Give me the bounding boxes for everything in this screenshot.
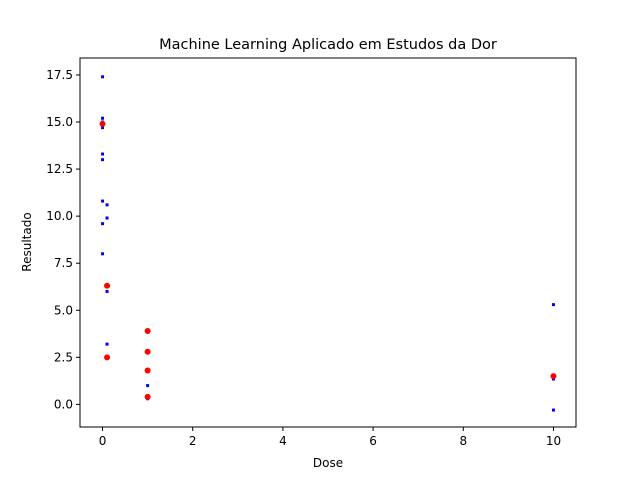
x-tick-label: 2 [189,434,197,448]
x-axis: 0 2 4 6 8 10 [99,427,561,448]
chart-title: Machine Learning Aplicado em Estudos da … [159,37,497,53]
data-point-circle [144,367,151,374]
data-point-square [101,252,105,256]
data-point-square [105,342,109,346]
axes-frame [79,57,577,428]
data-point-square [105,203,109,207]
data-point-square [101,199,105,203]
y-tick-label: 7.5 [54,256,73,270]
data-point-square [551,408,555,412]
x-tick-label: 4 [279,434,287,448]
data-point-square [101,222,105,226]
data-point-square [101,126,105,130]
data-point-square [551,303,555,307]
y-tick-label: 17.5 [46,68,73,82]
y-tick-label: 12.5 [46,162,73,176]
x-tick-label: 0 [99,434,107,448]
data-point-circle [104,282,111,289]
plot-area [99,75,557,412]
data-point-circle [144,348,151,355]
data-point-square [101,152,105,156]
y-tick-label: 0.0 [54,397,73,411]
y-tick-label: 5.0 [54,303,73,317]
y-tick-label: 10.0 [46,209,73,223]
x-axis-label: Dose [313,456,343,470]
data-point-square [105,289,109,293]
data-point-square [101,75,105,79]
y-axis-label: Resultado [20,212,34,271]
data-point-circle [104,354,111,361]
x-tick-label: 6 [369,434,377,448]
data-point-square [101,116,105,120]
data-point-square [101,158,105,162]
data-point-square [105,216,109,220]
data-point-circle [550,373,557,380]
data-point-circle [144,393,151,400]
x-tick-label: 8 [459,434,467,448]
data-point-square [146,384,150,388]
y-tick-label: 2.5 [54,350,73,364]
data-point-circle [99,120,106,127]
y-tick-label: 15.0 [46,115,73,129]
y-axis: 0.0 2.5 5.0 7.5 10.0 12.5 15.0 17.5 [46,68,80,411]
data-point-circle [144,327,151,334]
x-tick-label: 10 [546,434,561,448]
